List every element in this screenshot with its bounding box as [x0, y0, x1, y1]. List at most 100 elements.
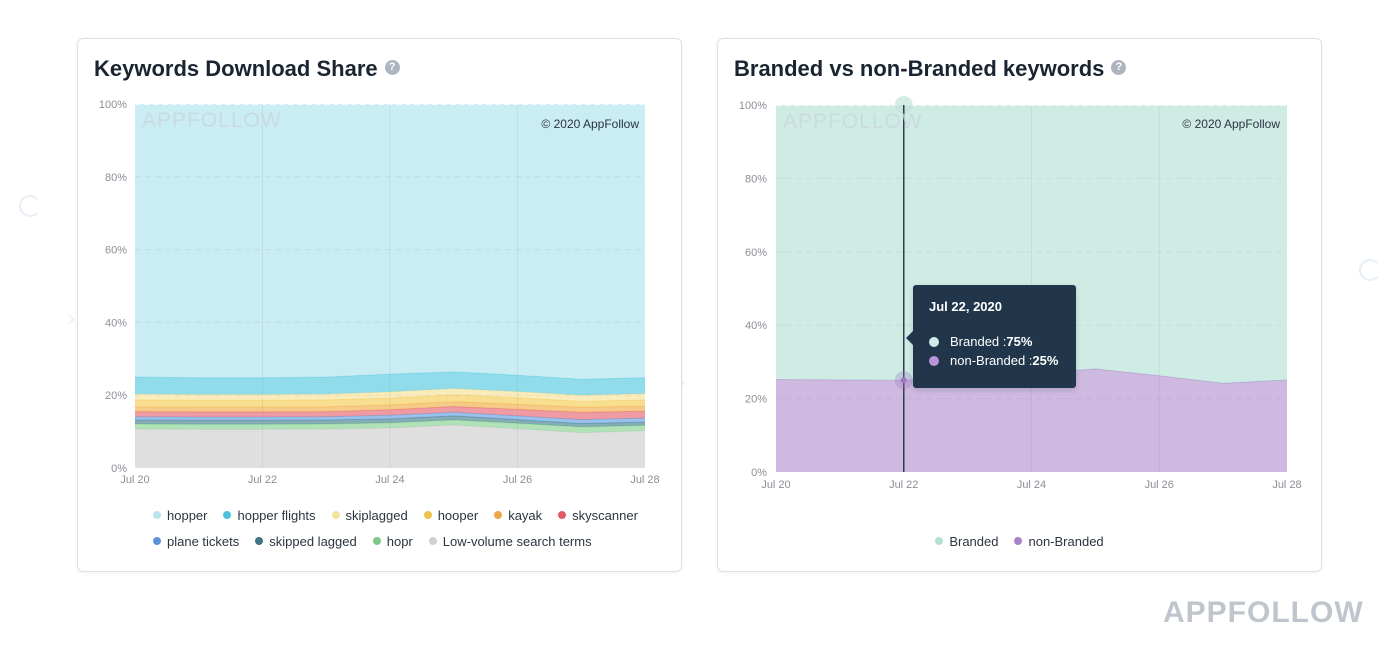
question-circle-icon[interactable]: ? — [1111, 60, 1127, 75]
chart-legend-row-2: plane tickets skipped lagged hopr Low-vo… — [153, 532, 592, 550]
area-layers — [134, 104, 646, 468]
legend-dot — [372, 537, 381, 545]
legend-item-low-volume[interactable]: Low-volume search terms — [428, 533, 592, 549]
keywords-download-share-card: Keywords Download Share ? 0% 20% 40% 60% 80%… — [77, 38, 682, 572]
legend-label: hopper — [167, 507, 208, 523]
hover-indicator — [894, 96, 913, 472]
y-tick-label: 0% — [751, 467, 767, 479]
chart-tooltip: Jul 22, 2020 Branded : 75% non-Branded :… — [906, 285, 1076, 388]
y-tick-label: 60% — [745, 247, 767, 259]
area-low-volume-search-terms[interactable] — [135, 425, 645, 468]
legend-label: plane tickets — [167, 533, 240, 549]
grid — [135, 103, 645, 468]
copyright-label: © 2020 AppFollow — [1182, 117, 1280, 131]
legend-item-skyscanner[interactable]: skyscanner — [558, 508, 638, 523]
card-title-text: Keywords Download Share — [94, 56, 378, 81]
legend-label: Low-volume search terms — [442, 533, 592, 549]
decorative-ring-icon — [1359, 259, 1381, 281]
x-tick-label: Jul 20 — [120, 474, 149, 486]
legend-dot — [494, 511, 503, 519]
legend-item-hopper-flights[interactable]: hopper flights — [223, 507, 316, 523]
y-tick-label: 100% — [99, 99, 127, 111]
legend-dot — [1014, 537, 1023, 545]
legend-item-non-branded[interactable]: non-Branded — [1014, 533, 1104, 549]
card-title: Keywords Download Share ? — [94, 54, 400, 84]
x-tick-label: Jul 28 — [630, 474, 659, 486]
y-tick-label: 80% — [105, 172, 127, 184]
legend-label: skyscanner — [572, 507, 638, 523]
legend-item-plane-tickets[interactable]: plane tickets — [153, 534, 239, 549]
legend-label: skipped lagged — [269, 533, 357, 549]
tooltip-row-branded: Branded : 75% — [929, 332, 1076, 351]
x-tick-label: Jul 22 — [248, 474, 277, 486]
x-axis: Jul 20 Jul 22 Jul 24 Jul 26 Jul 28 — [120, 474, 659, 486]
legend-label: hopper flights — [237, 507, 316, 523]
y-tick-label: 0% — [111, 463, 127, 475]
tooltip-row-non-branded: non-Branded : 25% — [929, 351, 1076, 370]
appfollow-watermark-logo: APPFOLLOW — [1163, 596, 1364, 629]
tooltip-label: Branded : — [950, 334, 1007, 349]
y-tick-label: 40% — [745, 320, 767, 332]
legend-dot — [428, 537, 437, 545]
copyright-label: © 2020 AppFollow — [541, 117, 639, 131]
decorative-ring-icon — [19, 195, 41, 217]
legend-dot — [423, 511, 432, 519]
y-tick-label: 20% — [745, 394, 767, 406]
legend-item-hopper[interactable]: hopper — [153, 508, 207, 523]
tooltip-dot — [929, 355, 939, 366]
grid — [776, 104, 1287, 472]
tooltip-dot — [929, 336, 939, 347]
legend-item-skipped-lagged[interactable]: skipped lagged — [255, 533, 357, 549]
x-tick-label: Jul 20 — [761, 479, 790, 491]
x-tick-label: Jul 22 — [889, 479, 918, 491]
tooltip-date: Jul 22, 2020 — [929, 299, 1002, 314]
legend-dot — [935, 537, 944, 545]
y-tick-label: 40% — [105, 317, 127, 329]
legend-item-hooper[interactable]: hooper — [423, 507, 479, 523]
area-skipped-lagged[interactable] — [135, 415, 645, 427]
legend-label: skiplagged — [345, 507, 408, 523]
x-axis: Jul 20 Jul 22 Jul 24 Jul 26 Jul 28 — [761, 479, 1301, 491]
chart-legend-row: Branded non-Branded — [718, 532, 1321, 550]
legend-label: non-Branded — [1028, 533, 1104, 549]
x-tick-label: Jul 24 — [375, 474, 404, 486]
y-tick-label: 60% — [105, 245, 127, 257]
hover-marker-point — [900, 377, 907, 384]
y-axis: 0% 20% 40% 60% 80% 100% — [99, 99, 127, 475]
legend-dot — [331, 511, 340, 519]
decorative-chevron-icon: › — [66, 304, 77, 334]
legend-item-hopr[interactable]: hopr — [372, 533, 413, 549]
tooltip-value: 75% — [1006, 334, 1033, 349]
legend-dot — [558, 511, 567, 519]
chart-legend-row-1: hopper hopper flights skiplagged hooper … — [153, 506, 638, 524]
area-plane-tickets[interactable] — [135, 412, 645, 424]
y-tick-label: 100% — [739, 100, 767, 112]
y-tick-label: 20% — [105, 390, 127, 402]
x-tick-label: Jul 26 — [1145, 479, 1174, 491]
area-hopper[interactable] — [135, 104, 645, 380]
legend-label: hopr — [386, 533, 413, 549]
keywords-share-chart[interactable]: 0% 20% 40% 60% 80% 100% Jul 20 Jul 22 Jul 24 Jul … — [78, 39, 681, 509]
x-tick-label: Jul 24 — [1017, 479, 1046, 491]
legend-dot — [223, 511, 232, 519]
area-hopr[interactable] — [135, 420, 645, 433]
y-tick-label: 80% — [745, 173, 767, 185]
legend-label: hooper — [437, 507, 479, 523]
branded-chart[interactable]: 0%20%40%60%80%100%Jul 20 Jul 22 Jul 24 Jul … — [718, 39, 1321, 509]
legend-item-branded[interactable]: Branded — [935, 534, 998, 549]
y-axis: 0% 20% 40% 60% 80% 100% — [739, 100, 767, 479]
legend-dot — [153, 537, 161, 545]
question-circle-icon[interactable]: ? — [384, 60, 400, 75]
plot-watermark: APPFOLLOW — [783, 110, 923, 133]
x-tick-label: Jul 28 — [1272, 479, 1301, 491]
branded-vs-non-branded-card: Branded vs non-Branded keywords ? 0% 20% 4… — [717, 38, 1322, 572]
card-title: Branded vs non-Branded keywords ? — [734, 54, 1127, 84]
legend-item-skiplagged[interactable]: skiplagged — [331, 507, 408, 523]
tooltip-label: non-Branded : — [950, 353, 1033, 368]
card-title-text: Branded vs non-Branded keywords — [734, 56, 1105, 81]
legend-label: kayak — [508, 507, 543, 523]
legend-dot — [153, 511, 161, 519]
legend-item-kayak[interactable]: kayak — [494, 508, 542, 523]
tooltip-value: 25% — [1032, 353, 1059, 368]
legend-dot — [255, 537, 264, 545]
